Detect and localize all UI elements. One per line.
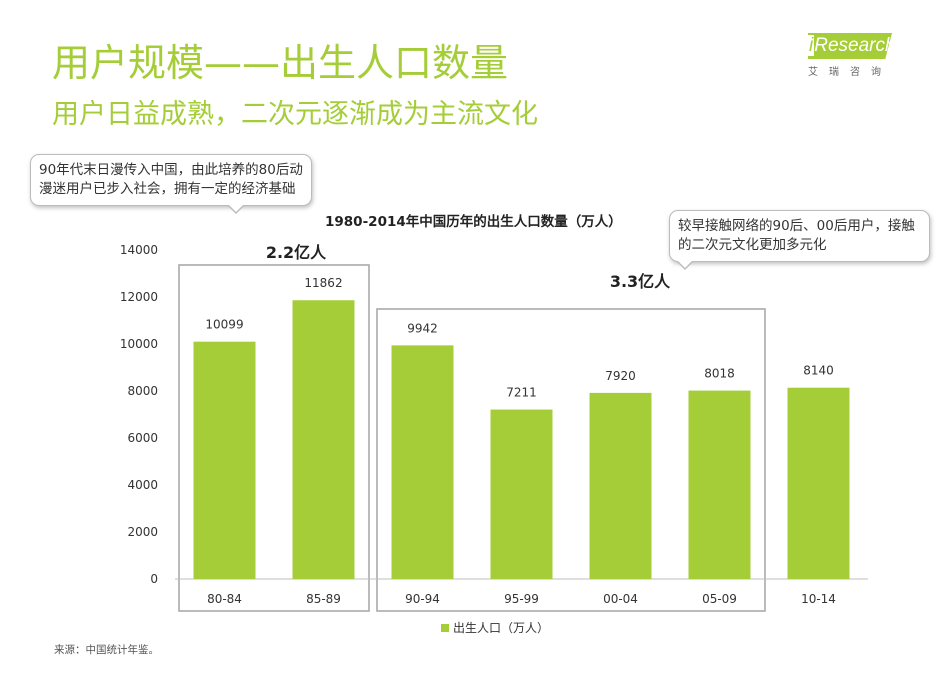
x-tick-label: 85-89 — [306, 592, 341, 606]
bar-00-04 — [590, 393, 652, 579]
bar-95-99 — [491, 410, 553, 579]
y-tick-label: 6000 — [127, 431, 158, 445]
group-label-first: 2.2亿人 — [266, 243, 327, 262]
x-tick-label: 95-99 — [504, 592, 539, 606]
y-tick-label: 4000 — [127, 478, 158, 492]
data-label: 11862 — [304, 276, 342, 290]
y-tick-label: 0 — [150, 572, 158, 586]
x-tick-labels: 80-84 85-89 90-94 95-99 00-04 05-09 10-14 — [207, 592, 836, 606]
data-label: 10099 — [205, 318, 243, 332]
data-label: 9942 — [407, 321, 438, 335]
x-tick-label: 90-94 — [405, 592, 440, 606]
y-tick-label: 10000 — [120, 337, 158, 351]
legend-label: 出生人口（万人） — [453, 621, 549, 635]
bar-10-14 — [788, 388, 850, 579]
data-label: 8140 — [803, 364, 834, 378]
x-tick-label: 05-09 — [702, 592, 737, 606]
x-tick-label: 00-04 — [603, 592, 638, 606]
y-tick-label: 8000 — [127, 384, 158, 398]
bars — [194, 300, 850, 579]
source-note: 来源：中国统计年鉴。 — [54, 642, 159, 657]
x-tick-label: 80-84 — [207, 592, 242, 606]
bar-80-84 — [194, 342, 256, 579]
data-label: 7211 — [506, 386, 537, 400]
y-tick-label: 14000 — [120, 243, 158, 257]
data-label: 7920 — [605, 369, 636, 383]
y-tick-label: 12000 — [120, 290, 158, 304]
bar-85-89 — [293, 300, 355, 579]
data-label: 8018 — [704, 367, 735, 381]
bar-05-09 — [689, 391, 751, 579]
group-label-second: 3.3亿人 — [610, 272, 671, 291]
group-boxes — [179, 265, 765, 611]
y-tick-labels: 0 2000 4000 6000 8000 10000 12000 14000 — [120, 243, 158, 586]
legend-swatch — [441, 624, 449, 632]
bar-90-94 — [392, 345, 454, 579]
y-tick-label: 2000 — [127, 525, 158, 539]
x-tick-label: 10-14 — [801, 592, 836, 606]
